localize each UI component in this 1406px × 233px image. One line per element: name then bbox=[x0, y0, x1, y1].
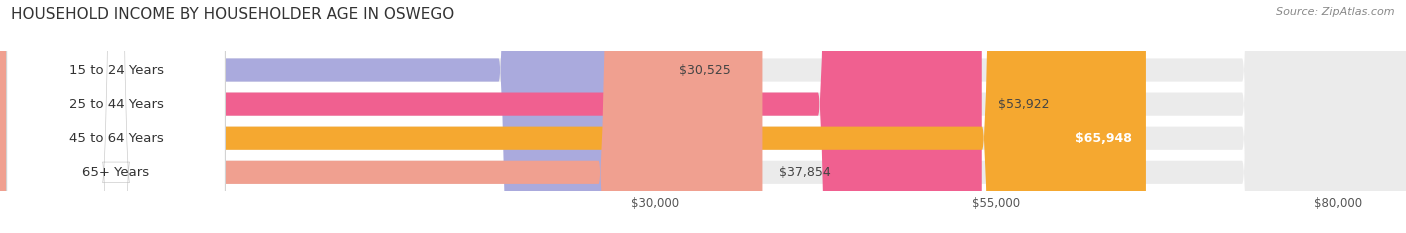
FancyBboxPatch shape bbox=[0, 0, 1146, 233]
Text: HOUSEHOLD INCOME BY HOUSEHOLDER AGE IN OSWEGO: HOUSEHOLD INCOME BY HOUSEHOLDER AGE IN O… bbox=[11, 7, 454, 22]
Text: $30,525: $30,525 bbox=[679, 64, 731, 76]
FancyBboxPatch shape bbox=[0, 0, 662, 233]
Text: $65,948: $65,948 bbox=[1076, 132, 1132, 145]
Text: Source: ZipAtlas.com: Source: ZipAtlas.com bbox=[1277, 7, 1395, 17]
FancyBboxPatch shape bbox=[7, 0, 225, 233]
Text: $37,854: $37,854 bbox=[779, 166, 831, 179]
FancyBboxPatch shape bbox=[7, 0, 225, 233]
FancyBboxPatch shape bbox=[7, 0, 225, 233]
FancyBboxPatch shape bbox=[7, 0, 225, 233]
Text: 45 to 64 Years: 45 to 64 Years bbox=[69, 132, 163, 145]
FancyBboxPatch shape bbox=[0, 0, 981, 233]
FancyBboxPatch shape bbox=[0, 0, 762, 233]
Text: $53,922: $53,922 bbox=[998, 98, 1050, 111]
Text: 65+ Years: 65+ Years bbox=[83, 166, 149, 179]
Text: 25 to 44 Years: 25 to 44 Years bbox=[69, 98, 163, 111]
Text: 15 to 24 Years: 15 to 24 Years bbox=[69, 64, 163, 76]
